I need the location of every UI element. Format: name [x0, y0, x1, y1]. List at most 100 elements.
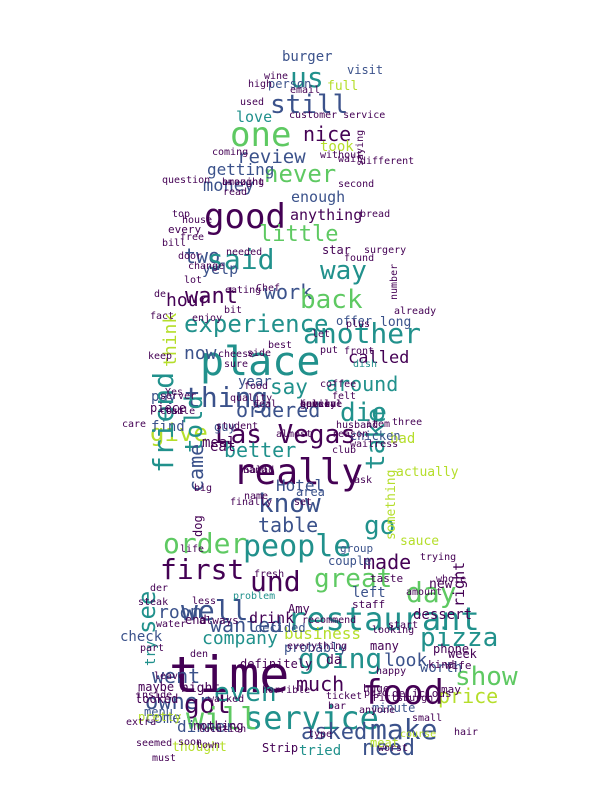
word: menu: [144, 705, 173, 719]
word: hour: [166, 290, 210, 311]
word: horrible: [262, 685, 311, 696]
word: definitely: [240, 657, 313, 671]
word: cost: [160, 406, 185, 417]
word: house: [182, 215, 213, 226]
word: finally: [230, 497, 273, 508]
word: care: [122, 419, 147, 430]
word: fact: [150, 311, 175, 322]
word: dessert: [413, 607, 473, 623]
word: price: [438, 684, 499, 708]
word: love: [236, 108, 273, 126]
word: family: [300, 399, 337, 410]
word: actually: [396, 465, 459, 480]
word: guy: [214, 420, 236, 434]
word: star: [322, 243, 351, 257]
word: many: [370, 639, 399, 653]
word: minute: [372, 701, 416, 715]
word: staff: [352, 598, 386, 611]
word: student: [216, 421, 259, 432]
word: area: [296, 485, 325, 499]
word: extra: [126, 717, 157, 728]
word: offer: [336, 314, 373, 328]
word: pizza: [420, 623, 499, 653]
word: thing: [184, 381, 269, 414]
word: whole: [436, 574, 467, 585]
word: felt: [332, 391, 357, 402]
word: chicken: [350, 429, 401, 443]
word: looked: [135, 692, 179, 706]
word: life: [180, 544, 205, 555]
word: never: [264, 160, 337, 188]
word: still: [270, 90, 349, 120]
word: will: [186, 702, 259, 737]
word: nice: [303, 122, 352, 146]
word: amazing: [222, 177, 265, 188]
word: long: [380, 315, 412, 330]
word: ordered: [236, 398, 321, 422]
word: much: [296, 672, 345, 696]
word: group: [340, 542, 374, 555]
word: email: [290, 85, 321, 96]
word: surgery: [364, 245, 407, 256]
word: another: [303, 317, 422, 350]
word: business: [284, 624, 362, 643]
word: place: [200, 339, 321, 385]
word: keep: [148, 351, 173, 362]
word: Chef: [256, 283, 281, 294]
word: free: [180, 232, 205, 243]
word: dog: [191, 515, 205, 537]
word: happy: [376, 666, 407, 677]
word: yelp: [202, 260, 239, 278]
word: said: [207, 243, 275, 276]
word: almost: [276, 429, 313, 440]
word: Hotel: [276, 476, 325, 495]
word: saying: [355, 129, 366, 166]
word: look: [384, 650, 428, 671]
word: bad: [390, 431, 416, 447]
word: one: [230, 115, 292, 155]
word: work: [264, 280, 313, 304]
word: part: [140, 643, 165, 654]
word: huge: [363, 682, 390, 695]
word: great: [314, 564, 393, 594]
word: pay: [151, 389, 177, 405]
word: say: [270, 375, 308, 399]
word: worst: [378, 743, 409, 754]
word: coffee: [320, 379, 357, 390]
word: taste: [370, 572, 404, 585]
word: getting: [207, 160, 275, 179]
word: leave: [154, 671, 185, 682]
word: money: [203, 176, 255, 196]
word: item: [366, 419, 391, 430]
word: Pittsburgh: [373, 693, 434, 704]
word: company: [202, 628, 278, 649]
word: experience: [184, 310, 329, 338]
word: front: [344, 346, 375, 357]
word: may: [441, 683, 461, 696]
word: now: [184, 343, 217, 364]
word: wine: [264, 71, 289, 82]
word: three: [392, 417, 423, 428]
word: plus: [346, 319, 371, 330]
word: lot: [184, 275, 203, 286]
word: dish: [353, 359, 378, 370]
word: Yes: [165, 387, 184, 398]
word: must: [152, 753, 177, 764]
word: check: [120, 629, 163, 645]
word: pretty: [138, 710, 182, 724]
word: way: [320, 256, 367, 286]
word: door: [178, 251, 203, 262]
word: side: [247, 348, 272, 359]
word: first: [160, 553, 245, 586]
word: town: [196, 740, 221, 751]
word: best: [268, 340, 293, 351]
word: bread: [360, 209, 391, 220]
word: phone: [433, 642, 470, 656]
word: week: [448, 647, 477, 661]
word: waitress: [350, 439, 399, 450]
word: und: [250, 565, 301, 598]
word: two: [184, 244, 221, 268]
word: der: [150, 583, 169, 594]
word: food: [244, 381, 269, 392]
word: eating: [225, 285, 262, 296]
